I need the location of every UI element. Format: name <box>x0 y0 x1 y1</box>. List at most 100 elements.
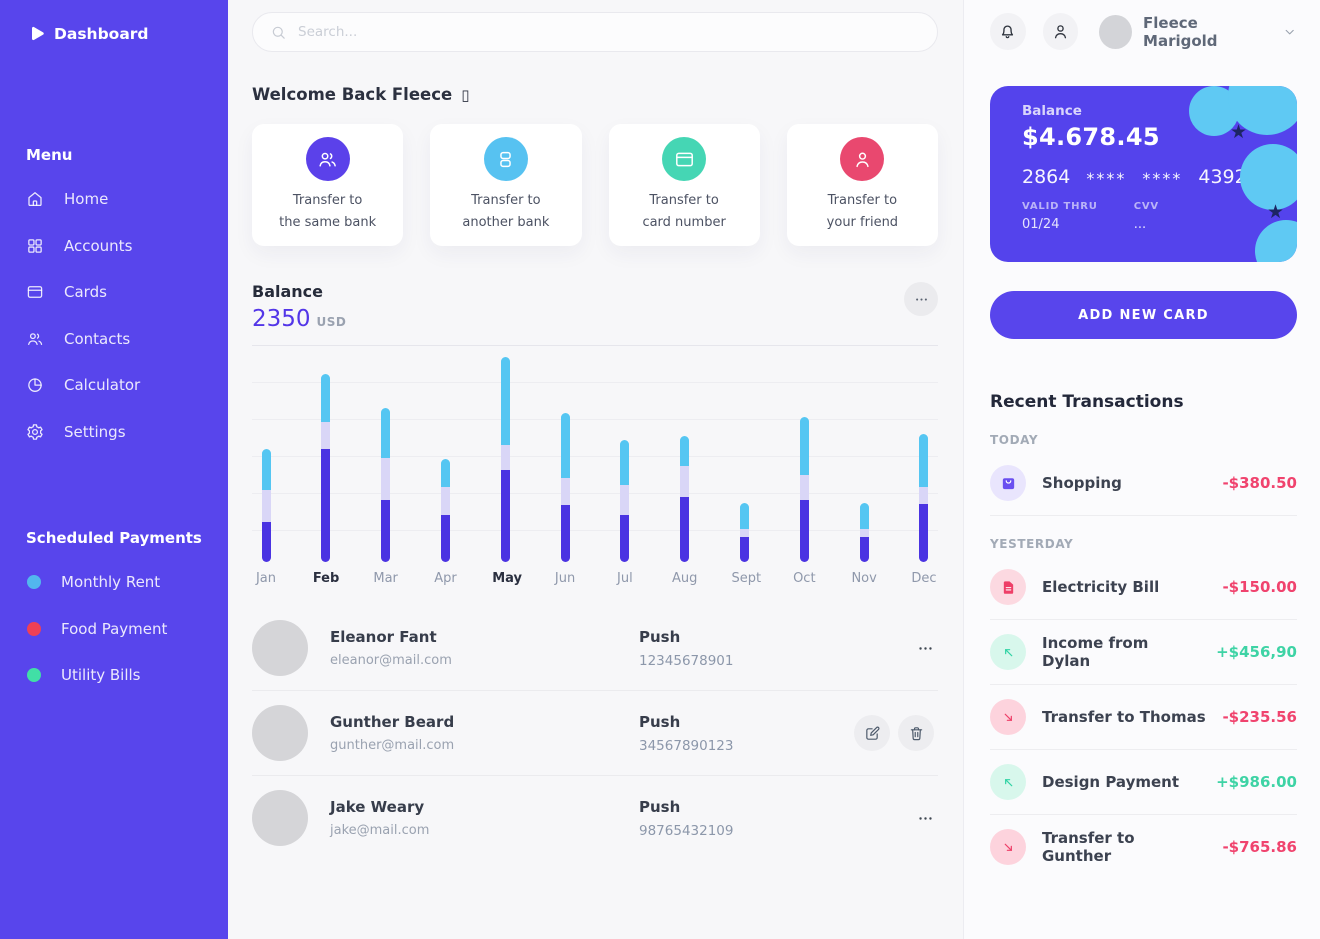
transaction-title: Shopping <box>1042 474 1122 492</box>
bar-apr[interactable] <box>440 459 450 562</box>
balance-heading: Balance 2350 USD <box>252 282 346 332</box>
search-bar[interactable] <box>252 12 938 52</box>
bar-segment-tertiary <box>799 417 809 475</box>
search-input[interactable] <box>298 24 920 40</box>
sidebar-item-settings[interactable]: Settings <box>26 409 202 456</box>
payment-dot <box>27 621 41 636</box>
month-label-mar: Mar <box>373 571 398 586</box>
transfer-card-icon-badge <box>662 137 707 181</box>
transaction-title: Transfer to Gunther <box>1042 829 1135 865</box>
sidebar-item-calculator[interactable]: Calculator <box>26 362 202 409</box>
bar-segment-primary <box>620 515 630 562</box>
contact-name: Gunther Beard <box>330 713 455 731</box>
notifications-button[interactable] <box>990 13 1026 50</box>
bar-oct[interactable] <box>799 417 809 562</box>
sidebar-item-accounts[interactable]: Accounts <box>26 223 202 270</box>
scheduled-payments-label: Scheduled Payments <box>26 529 202 547</box>
transaction-row[interactable]: Design Payment +$986.00 <box>990 750 1297 815</box>
contact-number: 12345678901 <box>639 652 734 669</box>
bar-segment-tertiary <box>919 434 929 487</box>
pie-icon <box>26 376 44 394</box>
bar-segment-primary <box>560 505 570 562</box>
contact-number: 34567890123 <box>639 737 734 754</box>
chart-bar-column <box>851 345 877 562</box>
transfer-card-label: Transfer to your friend <box>827 190 898 234</box>
bar-segment-primary <box>859 537 869 562</box>
transaction-row[interactable]: Transfer to Thomas -$235.56 <box>990 685 1297 750</box>
bar-segment-tertiary <box>859 503 869 529</box>
transaction-row[interactable]: Electricity Bill -$150.00 <box>990 555 1297 620</box>
contact-actions <box>917 640 938 657</box>
bar-segment-primary <box>500 470 510 562</box>
transaction-icon-badge <box>990 829 1026 865</box>
bar-jan[interactable] <box>261 449 271 562</box>
transfer-card-label-line2: the same bank <box>279 215 377 231</box>
contact-email: gunther@mail.com <box>330 738 455 753</box>
transfer-card-another-bank[interactable]: Transfer to another bank <box>430 124 582 246</box>
scheduled-item-monthly-rent[interactable]: Monthly Rent <box>26 559 202 606</box>
bar-segment-tertiary <box>620 440 630 485</box>
contact-avatar[interactable] <box>252 620 308 676</box>
transfer-card-label-line1: Transfer to <box>471 193 541 208</box>
bar-segment-secondary <box>321 422 331 449</box>
month-label-may: May <box>492 571 523 586</box>
sidebar-item-contacts[interactable]: Contacts <box>26 316 202 363</box>
bar-dec[interactable] <box>919 434 929 562</box>
bar-mar[interactable] <box>381 408 391 562</box>
bar-may[interactable] <box>500 357 510 562</box>
month-label-jan: Jan <box>255 571 277 586</box>
chart-more-button[interactable] <box>904 282 938 316</box>
bar-sept[interactable] <box>740 503 749 562</box>
sidebar-item-home[interactable]: Home <box>26 176 202 223</box>
add-new-card-button[interactable]: ADD NEW CARD <box>990 291 1297 339</box>
card-icon <box>674 149 695 170</box>
contact-more-button[interactable] <box>917 810 934 827</box>
transfer-card-card-number[interactable]: Transfer to card number <box>608 124 760 246</box>
scheduled-item-label: Utility Bills <box>61 666 141 685</box>
bar-segment-tertiary <box>560 413 570 478</box>
balance-bar-chart <box>252 345 938 562</box>
chart-bar-column <box>313 345 339 562</box>
credit-card[interactable]: ★ ★ Balance $4.678.45 2864 **** **** 4392 V… <box>990 86 1297 262</box>
transfer-card-same-bank[interactable]: Transfer to the same bank <box>252 124 404 246</box>
transfer-card-label-line1: Transfer to <box>292 193 363 208</box>
card-valid-thru: VALID THRU 01/24 <box>1022 201 1098 232</box>
card-icon <box>26 283 44 301</box>
bar-jul[interactable] <box>620 440 630 562</box>
contact-number: 98765432109 <box>639 822 734 839</box>
bar-feb[interactable] <box>321 374 331 562</box>
sidebar-item-cards[interactable]: Cards <box>26 269 202 316</box>
contact-delete-button[interactable] <box>898 715 934 751</box>
brand-logo[interactable]: Dashboard <box>26 24 202 44</box>
bar-aug[interactable] <box>680 436 690 562</box>
ellipsis-icon <box>914 292 929 307</box>
contact-edit-button[interactable] <box>854 715 890 751</box>
transfer-card-icon-badge <box>305 137 350 181</box>
contact-avatar[interactable] <box>252 705 308 761</box>
chevron-down-icon[interactable] <box>1282 24 1297 40</box>
contact-avatar[interactable] <box>252 790 308 846</box>
transaction-row[interactable]: Transfer to Gunther -$765.86 <box>990 815 1297 879</box>
profile-button[interactable] <box>1042 13 1079 50</box>
transfer-card-your-friend[interactable]: Transfer to your friend <box>786 124 938 246</box>
bar-nov[interactable] <box>859 503 869 562</box>
transaction-row[interactable]: Shopping -$380.50 <box>990 451 1297 516</box>
transaction-title: Design Payment <box>1042 773 1180 791</box>
avatar[interactable] <box>1099 14 1133 49</box>
month-label-sept: Sept <box>731 571 762 586</box>
bar-segment-tertiary <box>440 459 450 487</box>
month-label-jul: Jul <box>617 571 633 586</box>
transaction-row[interactable]: Income from Dylan +$456,90 <box>990 620 1297 685</box>
bar-segment-secondary <box>381 458 391 500</box>
bar-segment-secondary <box>560 478 570 505</box>
scheduled-item-food-payment[interactable]: Food Payment <box>26 606 202 653</box>
sidebar-item-label: Home <box>64 190 109 209</box>
scheduled-item-utility-bills[interactable]: Utility Bills <box>26 652 202 699</box>
recent-transactions-title: Recent Transactions <box>990 392 1184 412</box>
contact-more-button[interactable] <box>917 640 934 657</box>
bar-segment-tertiary <box>500 357 510 445</box>
contact-email: eleanor@mail.com <box>330 653 452 668</box>
bar-segment-primary <box>321 449 331 562</box>
bar-jun[interactable] <box>560 413 570 562</box>
